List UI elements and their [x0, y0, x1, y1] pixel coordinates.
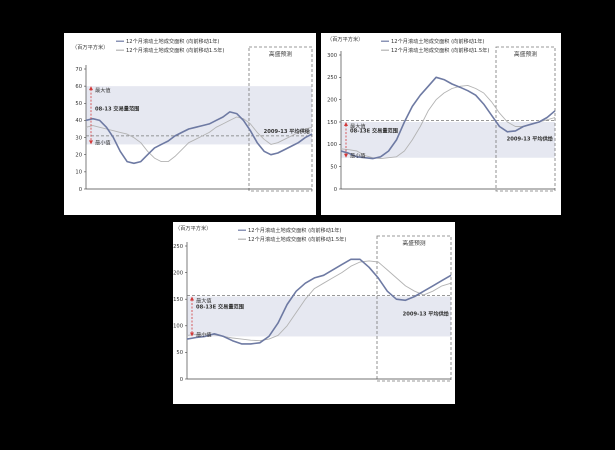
- forecast-label: 高盛预测: [402, 239, 425, 247]
- annotation-avg: 2009-13 平均供给: [264, 127, 311, 135]
- supply-range-band: [86, 86, 312, 145]
- y-tick-label: 60: [75, 84, 82, 90]
- series-line-1: [85, 111, 313, 165]
- range-arrow-head-top: [344, 122, 348, 126]
- y-tick-label: 10: [75, 170, 82, 176]
- chart-panel-2: 高盛预测 0 50 100 150 200 250 300 （百万平方米） 12个月滚动土地成交面…: [321, 33, 561, 215]
- annotation-avg: 2009-13 平均供给: [507, 135, 554, 143]
- legend-label-1: 12个月滚动土地成交面积 (向前移动1年): [126, 37, 219, 45]
- y-tick-label: 50: [330, 164, 337, 170]
- chart-panel-3: 高盛预测 0 50 100 150 200 250 （百万平方米） 12个月滚动土地成交面积 (…: [173, 222, 455, 404]
- series-line-1: [340, 76, 556, 160]
- range-arrow-head-top: [190, 296, 194, 301]
- annotation-avg: 2009-13 平均供给: [403, 309, 450, 317]
- legend-label-2: 12个月滚动土地成交面积 (向前移动1.5年): [391, 46, 489, 54]
- series-line-2: [85, 116, 313, 163]
- series-line-1: [186, 258, 452, 345]
- y-axis-label: （百万平方米）: [175, 224, 211, 232]
- range-arrow-head-bottom: [344, 153, 348, 158]
- y-tick-label: 50: [75, 101, 82, 107]
- forecast-box: [248, 46, 313, 192]
- legend-label-2: 12个月滚动土地成交面积 (向前移动1.5年): [248, 235, 346, 243]
- annotation-max: 最大值: [196, 297, 212, 305]
- y-tick-label: 300: [327, 53, 337, 59]
- annotation-min: 最小值: [196, 330, 212, 338]
- y-tick-label: 250: [327, 75, 337, 81]
- forecast-label: 高盛预测: [269, 50, 292, 58]
- y-tick-label: 0: [180, 377, 183, 383]
- annotation-range: 08-13E 交易量范围: [350, 127, 398, 135]
- annotation-range: 08-13 交易量范围: [95, 105, 139, 113]
- chart-svg-2: 高盛预测 0 50 100 150 200 250 300 （百万平方米） 12个月滚动土地成交面…: [327, 35, 556, 193]
- chart-svg-3: 高盛预测 0 50 100 150 200 250 （百万平方米） 12个月滚动土地成交面积 (…: [173, 224, 452, 383]
- y-tick-label: 150: [173, 297, 183, 303]
- range-arrow-head-top: [89, 86, 93, 91]
- range-arrow-head-bottom: [89, 140, 93, 145]
- annotation-min: 最小值: [95, 138, 111, 146]
- y-tick-label: 0: [334, 187, 337, 193]
- series-line-2: [186, 260, 452, 342]
- y-tick-label: 250: [173, 244, 183, 250]
- y-tick-label: 0: [79, 187, 82, 193]
- y-tick-label: 20: [75, 153, 82, 159]
- y-tick-label: 100: [173, 324, 183, 330]
- y-tick-label: 40: [75, 118, 82, 124]
- y-tick-label: 100: [327, 142, 337, 148]
- legend-label-1: 12个月滚动土地成交面积 (向前移动1年): [248, 226, 341, 234]
- forecast-box: [495, 46, 556, 192]
- annotation-range: 08-13E 交易量范围: [196, 303, 244, 311]
- annotation-min: 最小值: [350, 152, 366, 160]
- legend-label-1: 12个月滚动土地成交面积 (向前移动1年): [391, 37, 484, 45]
- range-arrow-head-bottom: [190, 332, 194, 337]
- y-axis-label: （百万平方米）: [72, 43, 108, 51]
- y-tick-label: 200: [327, 97, 337, 103]
- supply-range-band: [187, 296, 451, 337]
- forecast-label: 高盛预测: [514, 50, 537, 58]
- y-tick-label: 70: [75, 67, 82, 73]
- y-tick-label: 150: [327, 120, 337, 126]
- y-tick-label: 200: [173, 270, 183, 276]
- y-axis-label: （百万平方米）: [327, 35, 363, 43]
- chart-svg-1: 高盛预测 0 10 20 30 40 50 60 70 （百万平方米） 12个月滚动土地成交面积 (…: [72, 37, 313, 193]
- y-tick-label: 50: [176, 350, 183, 356]
- chart-panel-1: 高盛预测 0 10 20 30 40 50 60 70 （百万平方米） 12个月滚动土地成交面积 (…: [64, 33, 316, 215]
- y-tick-label: 30: [75, 135, 82, 141]
- legend-label-2: 12个月滚动土地成交面积 (向前移动1.5年): [126, 46, 224, 54]
- annotation-max: 最大值: [95, 86, 111, 94]
- annotation-max: 最大值: [350, 122, 366, 130]
- forecast-box: [376, 235, 452, 382]
